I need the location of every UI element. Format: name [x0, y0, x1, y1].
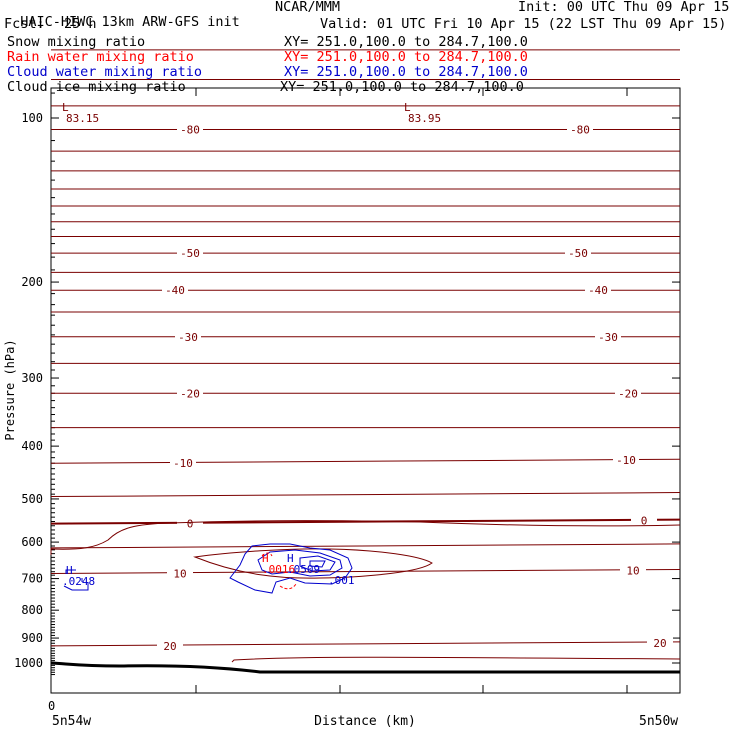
contour-line [50, 641, 681, 647]
contour-label: -10 [616, 454, 636, 467]
y-tick-label: 900 [21, 631, 43, 645]
contour-label: -30 [178, 331, 198, 344]
contour-label: -50 [568, 247, 588, 260]
contour-lines [50, 49, 681, 647]
y-tick-label: 300 [21, 371, 43, 385]
contour-labels: -80 -80 -50 -50 -40 -40 -30 -30 -20 -20 -10 -10 0 0 10… [157, 123, 673, 653]
x-axis-left-endpoint: 5n54w [52, 714, 91, 729]
contour-line [50, 518, 681, 525]
contour-label: -30 [598, 331, 618, 344]
boundary-layer-contour [50, 520, 681, 550]
contour-label: -80 [570, 124, 590, 137]
low-value-2: 83.95 [408, 112, 441, 125]
y-tick-label: 700 [21, 572, 43, 586]
cloud-water-center-marker: H [287, 552, 294, 565]
contour-label-bg [177, 517, 203, 530]
contour-label-bg [177, 387, 203, 400]
forecast-hours: 25 h [64, 16, 97, 32]
model-name: HAIC-HIWC 13km ARW-GFS init [20, 14, 240, 30]
cloud-water-max-value: .0248 [62, 575, 95, 588]
contour-label: -80 [180, 124, 200, 137]
rain-water-center-value: .0016 [262, 563, 295, 576]
low-marker-2: L [404, 101, 411, 114]
y-tick-label: 200 [21, 275, 43, 289]
cloud-water-max-marker: H [66, 564, 73, 577]
field-label-rain: Rain water mixing ratio [7, 49, 194, 65]
rain-water-marker: H [262, 552, 269, 565]
y-tick-label: 600 [21, 535, 43, 549]
contour-label: -40 [588, 284, 608, 297]
contour-label-bg [631, 514, 657, 527]
contour-label-bg [170, 457, 196, 470]
valid-time: Valid: 01 UTC Fri 10 Apr 15 (22 LST Thu … [320, 16, 727, 32]
contour-label-bg [567, 123, 593, 136]
cloud-water-center-value: .0509 [287, 563, 320, 576]
low-marker-1: L [62, 101, 69, 114]
model-title: HAIC-HIWC 13km ARW-GFS init [4, 0, 240, 30]
x-axis [50, 88, 628, 693]
contour-label: 20 [163, 640, 176, 653]
x-tick-label-0: 0 [48, 699, 55, 713]
contour-label-bg [177, 247, 203, 260]
contour-label: -40 [165, 284, 185, 297]
contour-label-bg [565, 247, 591, 260]
contour-label: -10 [173, 457, 193, 470]
near-surface-contour [231, 656, 681, 663]
field-xy-rain: XY= 251.0,100.0 to 284.7,100.0 [284, 49, 528, 65]
x-axis-right-endpoint: 5n50w [639, 714, 678, 729]
field-xy-cloud-ice: XY= 251.0,100.0 to 284.7,100.0 [280, 79, 524, 95]
contour-label: 20 [653, 637, 666, 650]
contour-label-bg [175, 330, 201, 343]
low-value-1: 83.15 [66, 112, 99, 125]
contour-line [50, 568, 681, 574]
field-xy-snow: XY= 251.0,100.0 to 284.7,100.0 [284, 34, 528, 50]
field-label-cloud-water: Cloud water mixing ratio [7, 64, 203, 80]
x-axis-title: Distance (km) [314, 714, 416, 729]
contour-label: -50 [180, 247, 200, 260]
plot-frame [50, 87, 681, 694]
contour-label-bg [157, 639, 183, 652]
field-label-cloud-ice: Cloud ice mixing ratio [7, 79, 186, 95]
contour-line [50, 458, 681, 464]
contour-label-bg [585, 284, 611, 297]
contour-line [50, 543, 681, 549]
contour-line [50, 492, 681, 498]
contour-label-bg [177, 123, 203, 136]
contour-label-bg [595, 330, 621, 343]
surface-line [50, 661, 680, 674]
contour-label-bg [613, 454, 639, 467]
contour-label-bg [615, 387, 641, 400]
org-label: NCAR/MMM [275, 0, 341, 15]
y-tick-label: 1000 [14, 656, 43, 670]
contour-label-bg [647, 636, 673, 649]
contour-label: -20 [618, 387, 638, 400]
contour-label-bg [167, 567, 193, 580]
field-label-snow: Snow mixing ratio [7, 34, 146, 50]
contour-label: 0 [187, 518, 194, 531]
y-tick-label: 500 [21, 492, 43, 506]
cloud-envelope-contour [193, 548, 433, 579]
contour-label: 10 [626, 564, 639, 577]
contour-label: 0 [641, 515, 648, 528]
cloud-water-contours [63, 543, 353, 594]
y-tick-label: 400 [21, 439, 43, 453]
field-xy-cloud-water: XY= 251.0,100.0 to 284.7,100.0 [284, 64, 528, 80]
contour-label: -20 [180, 387, 200, 400]
contour-label: 10 [173, 567, 186, 580]
rain-water-contour [261, 552, 297, 590]
contour-label-bg [162, 284, 188, 297]
cloud-water-contour-value: .001 [328, 574, 355, 587]
y-tick-label: 100 [21, 111, 43, 125]
y-tick-label: 800 [21, 603, 43, 617]
init-time: Init: 00 UTC Thu 09 Apr 15 [518, 0, 730, 15]
forecast-label: Fcst: [4, 16, 45, 32]
contour-label-bg [620, 564, 646, 577]
y-axis-title: Pressure (hPa) [3, 339, 17, 440]
